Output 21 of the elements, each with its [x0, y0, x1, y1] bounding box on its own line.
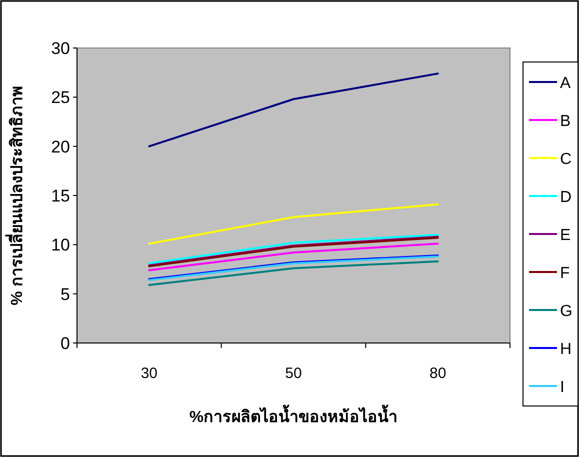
legend-label: I	[560, 379, 564, 396]
x-tick-label: 80	[429, 365, 446, 382]
y-tick-label: 15	[51, 186, 70, 206]
y-tick-label: 20	[51, 137, 70, 156]
legend-label: H	[560, 341, 572, 358]
y-axis-title: % การเปลี่ยนแปลงประสิทธิภาพ	[5, 86, 26, 306]
y-tick-label: 25	[51, 88, 70, 108]
y-tick-label: 0	[60, 334, 70, 353]
y-tick-label: 10	[51, 236, 70, 255]
y-tick-label: 30	[51, 39, 70, 58]
legend-label: B	[560, 113, 571, 130]
legend-label: A	[560, 75, 571, 92]
x-axis-title: %การผลิตไอน้ำของหม้อไอน้ำ	[189, 404, 398, 426]
y-tick-label: 5	[60, 284, 70, 304]
x-tick-label: 30	[140, 365, 158, 382]
legend-label: C	[560, 151, 572, 168]
legend-label: E	[560, 227, 571, 244]
x-tick-label: 50	[285, 365, 302, 382]
legend-label: G	[560, 303, 572, 320]
legend-label: F	[560, 265, 570, 282]
legend-label: D	[560, 189, 572, 206]
